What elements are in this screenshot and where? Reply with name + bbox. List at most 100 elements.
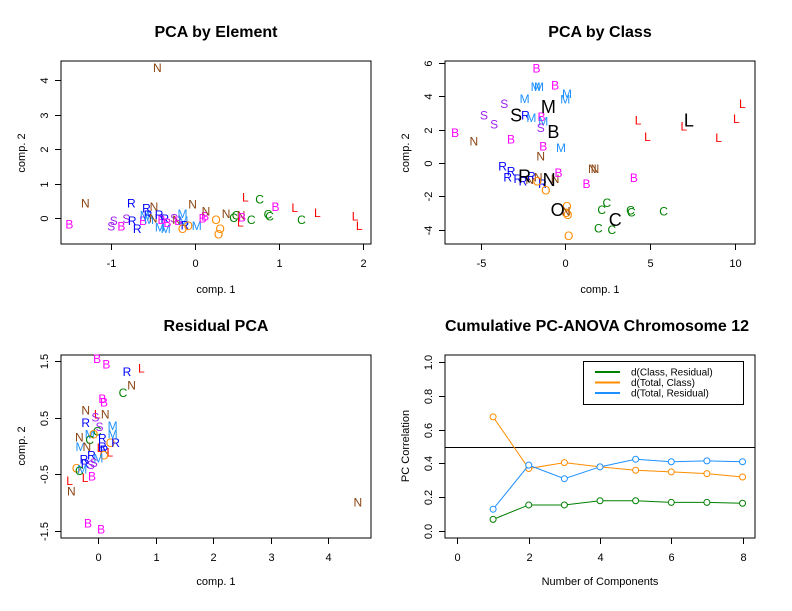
y-tick-label: 0.8: [423, 389, 435, 404]
scatter-point-M: M: [76, 440, 86, 454]
scatter-point-N: N: [81, 404, 90, 418]
scatter-point-O: O: [216, 222, 225, 236]
y-tick-label: -2: [423, 192, 435, 202]
scatter-point-B: B: [451, 126, 459, 140]
scatter-point-N: N: [591, 162, 600, 176]
series-line-0: [492, 500, 743, 520]
scatter-point-L: L: [291, 201, 298, 215]
scatter-point-R: R: [133, 222, 142, 236]
x-tick-label: 5: [647, 258, 653, 270]
scatter-point-S: S: [170, 211, 178, 225]
scatter-point-N: N: [536, 149, 545, 163]
series-point-2: [632, 455, 640, 463]
scatter-point-R: R: [80, 452, 89, 466]
x-tick-label: 2: [360, 258, 366, 270]
scatter-point-N: N: [202, 205, 211, 219]
series-point-0: [739, 499, 747, 507]
scatter-point-L: L: [715, 131, 722, 145]
series-point-0: [489, 515, 497, 523]
scatter-point-C: C: [297, 213, 306, 227]
scatter-point-L: L: [82, 471, 89, 485]
chart-title: Residual PCA: [164, 318, 269, 335]
x-tick-label: 1: [276, 258, 282, 270]
scatter-point-N: N: [127, 379, 136, 393]
scatter-point-O: O: [178, 222, 187, 236]
scatter-point-N: N: [82, 440, 91, 454]
x-axis-label: Number of Components: [542, 576, 659, 588]
scatter-point-B: B: [199, 211, 207, 225]
x-tick-label: 4: [325, 552, 331, 564]
scatter-point-R: R: [144, 208, 153, 222]
series-point-2: [489, 505, 497, 513]
scatter-point-M: M: [155, 221, 165, 235]
scatter-point-S: S: [537, 121, 545, 135]
scatter-point-O: O: [564, 229, 573, 243]
scatter-point-S: S: [87, 458, 95, 472]
scatter-point-M: M: [144, 213, 154, 227]
series-point-0: [667, 498, 675, 506]
scatter-point-R: R: [181, 218, 190, 232]
scatter-point-S: S: [110, 214, 118, 228]
x-tick-label: 6: [668, 552, 674, 564]
scatter-point-N: N: [75, 430, 84, 444]
legend-label: d(Total, Residual): [631, 389, 709, 400]
scatter-point-M: M: [161, 222, 171, 236]
plot-frame: [60, 60, 372, 245]
scatter-point-R: R: [155, 208, 164, 222]
scatter-point-R: R: [98, 431, 107, 445]
plot-frame: [60, 354, 372, 539]
scatter-point-N: N: [81, 197, 90, 211]
scatter-point-N: N: [525, 173, 534, 187]
scatter-point-M: M: [85, 427, 95, 441]
scatter-point-N: N: [534, 170, 543, 184]
scatter-point-C: C: [229, 211, 238, 225]
scatter-point-R: R: [123, 365, 132, 379]
scatter-point-M: M: [108, 419, 118, 433]
scatter-point-C: C: [232, 209, 241, 223]
legend-label: d(Class, Residual): [631, 368, 713, 379]
scatter-point-R: R: [519, 174, 528, 188]
scatter-point-R: R: [98, 440, 107, 454]
scatter-point-R: R: [81, 457, 90, 471]
scatter-point-O: O: [106, 436, 115, 450]
legend-label: d(Total, Class): [631, 378, 695, 389]
scatter-point-L: L: [66, 474, 73, 488]
scatter-point-M: M: [108, 427, 118, 441]
scatter-point-B: B: [539, 139, 547, 153]
scatter-point-L: L: [352, 209, 359, 223]
scatter-point-B: B: [93, 352, 101, 366]
scatter-point-O: O: [563, 208, 572, 222]
scatter-point-B: B: [65, 217, 73, 231]
scatter-point-L: L: [739, 97, 746, 111]
scatter-point-L: L: [94, 408, 101, 422]
scatter-point-C: C: [659, 205, 668, 219]
y-tick-label: 6: [423, 60, 435, 66]
scatter-point-B: B: [100, 396, 108, 410]
scatter-point-M: M: [534, 80, 544, 94]
y-axis-label: PC Correlation: [400, 410, 412, 482]
y-tick-label: -4: [423, 226, 435, 236]
scatter-point-R: R: [128, 214, 137, 228]
scatter-point-N: N: [588, 162, 597, 176]
scatter-point-O: O: [211, 213, 220, 227]
scatter-point-N: N: [222, 207, 231, 221]
scatter-point-N: N: [67, 484, 76, 498]
x-axis-label: comp. 1: [196, 284, 235, 296]
y-tick-label: 0.4: [423, 456, 435, 471]
y-tick-label: 0.6: [423, 423, 435, 438]
scatter-point-O: O: [72, 462, 81, 476]
x-tick-label: 2: [210, 552, 216, 564]
scatter-point-R: R: [87, 448, 96, 462]
series-point-0: [632, 497, 640, 505]
scatter-point-M: M: [538, 114, 548, 128]
scatter-point-R: R: [507, 164, 516, 178]
scatter-point-O: O: [99, 448, 108, 462]
scatter-point-M: M: [560, 93, 570, 107]
x-tick-label: 2: [526, 552, 532, 564]
y-tick-label: 0: [39, 215, 51, 221]
series-point-2: [703, 457, 711, 465]
scatter-point-C: C: [265, 209, 274, 223]
scatter-point-L: L: [138, 362, 145, 376]
series-line-2: [492, 458, 743, 510]
scatter-point-C: C: [93, 425, 102, 439]
